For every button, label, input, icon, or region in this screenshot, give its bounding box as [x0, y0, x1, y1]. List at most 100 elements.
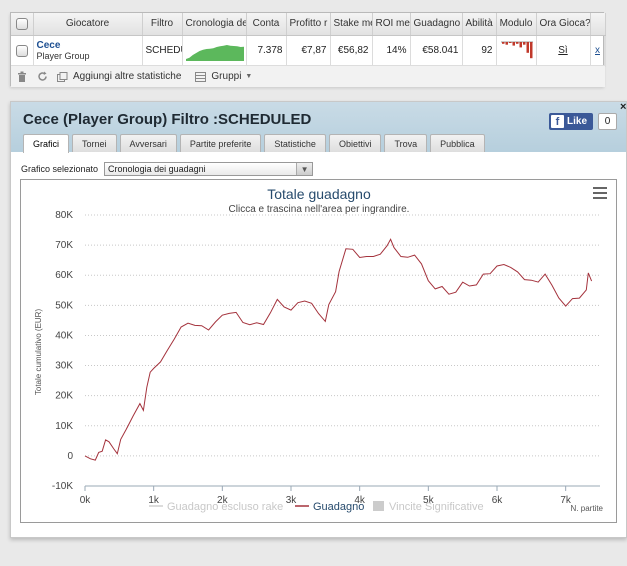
history-sparkline — [185, 44, 244, 61]
x-tick-label: 6k — [492, 495, 504, 506]
chart-selector-value: Cronologia dei guadagni — [108, 164, 206, 174]
y-tick-label: 80K — [55, 210, 73, 221]
filter-cell: SCHEDU — [142, 35, 183, 67]
roi-cell: 14% — [372, 35, 411, 67]
tab-goals[interactable]: Obiettivi — [328, 134, 382, 152]
form-cell — [496, 35, 537, 67]
groups-dropdown[interactable]: Gruppi ▼ — [193, 70, 252, 84]
ability-cell: 92 — [462, 35, 497, 67]
add-stats-label: Aggiungi altre statistiche — [73, 71, 182, 82]
tab-find[interactable]: Trova — [384, 134, 428, 152]
panel-header: Cece (Player Group) Filtro :SCHEDULED f … — [11, 101, 627, 153]
facebook-like-label: Like — [567, 116, 588, 127]
panel-title: Cece (Player Group) Filtro :SCHEDULED — [23, 111, 312, 128]
form-bar — [505, 41, 508, 45]
groups-icon — [193, 70, 207, 84]
x-tick-label: 7k — [560, 495, 572, 506]
chart-menu-icon[interactable] — [593, 187, 607, 199]
chart-selector-label: Grafico selezionato — [21, 164, 99, 174]
remove-cell: x — [590, 35, 606, 67]
row-checkbox[interactable] — [15, 44, 28, 57]
y-tick-label: 40K — [55, 330, 73, 341]
chart-selector-dropdown[interactable]: Cronologia dei guadagni ▼ — [104, 162, 314, 176]
add-stats-icon — [55, 70, 69, 84]
player-stats-table: Giocatore Filtro Cronologia de Conta Pro… — [11, 13, 606, 67]
form-chart — [500, 41, 533, 58]
tab-favourite-games[interactable]: Partite preferite — [179, 134, 262, 152]
form-bar — [519, 41, 522, 47]
header-roi[interactable]: ROI me — [372, 13, 411, 36]
winnings-chart[interactable]: Totale guadagno Clicca e trascina nell'ar… — [20, 179, 617, 523]
header-player[interactable]: Giocatore — [33, 13, 143, 36]
header-filter[interactable]: Filtro — [142, 13, 183, 36]
series-line-guadagno — [84, 238, 593, 461]
x-tick-label: 4k — [354, 495, 366, 506]
stake-cell: €56,82 — [330, 35, 373, 67]
groups-label: Gruppi — [211, 71, 242, 82]
remove-row-link[interactable]: x — [595, 45, 600, 56]
x-tick-label: 3k — [286, 495, 298, 506]
row-select-cell[interactable] — [11, 35, 34, 67]
header-winnings[interactable]: Guadagno — [410, 13, 463, 36]
player-name[interactable]: Cece — [36, 40, 61, 51]
tab-charts[interactable]: Grafici — [23, 134, 70, 153]
form-bar — [515, 41, 518, 44]
chevron-down-icon: ▼ — [245, 73, 253, 80]
y-tick-label: 30K — [55, 361, 73, 372]
y-tick-label: 10K — [55, 421, 73, 432]
legend-item: Guadagno — [313, 501, 364, 513]
plays-now-cell: Sì — [536, 35, 591, 67]
table-header-row: Giocatore Filtro Cronologia de Conta Pro… — [11, 13, 606, 36]
x-axis-label: N. partite — [571, 504, 604, 513]
y-tick-label: -10K — [52, 481, 73, 492]
tab-opponents[interactable]: Avversari — [119, 134, 177, 152]
player-detail-panel: Cece (Player Group) Filtro :SCHEDULED f … — [10, 101, 627, 538]
table-row: Cece Player Group SCHEDU 7.378 €7,87 €56… — [11, 35, 606, 67]
player-cell[interactable]: Cece Player Group — [33, 35, 143, 67]
x-tick-label: 5k — [423, 495, 435, 506]
add-stats-button[interactable]: Aggiungi altre statistiche — [55, 70, 181, 84]
y-tick-label: 0 — [67, 451, 73, 462]
player-stats-table-card: Giocatore Filtro Cronologia de Conta Pro… — [10, 12, 606, 87]
select-all-checkbox[interactable] — [15, 17, 28, 30]
facebook-like-count: 0 — [598, 113, 617, 130]
sparkline-area — [185, 44, 244, 61]
header-form[interactable]: Modulo — [496, 13, 537, 36]
chart-subtitle: Clicca e trascina nell'area per ingrandi… — [229, 204, 410, 215]
close-icon[interactable]: × — [620, 101, 627, 113]
header-count[interactable]: Conta — [246, 13, 287, 36]
stats-toolbar: Aggiungi altre statistiche Gruppi ▼ — [11, 65, 605, 87]
refresh-icon[interactable] — [35, 70, 49, 84]
trash-icon[interactable] — [15, 70, 29, 84]
chevron-down-icon: ▼ — [296, 163, 313, 175]
y-axis-label: Totale cumulativo (EUR) — [34, 309, 43, 396]
y-tick-label: 50K — [55, 300, 73, 311]
y-tick-label: 20K — [55, 391, 73, 402]
plays-now-link[interactable]: Sì — [558, 45, 568, 56]
legend-swatch — [373, 501, 384, 511]
history-sparkline-cell — [182, 35, 247, 67]
header-profit[interactable]: Profitto r — [286, 13, 331, 36]
facebook-like-button[interactable]: f Like — [549, 113, 593, 130]
form-bar — [526, 41, 529, 53]
winnings-cell: €58.041 — [410, 35, 463, 67]
tab-tournaments[interactable]: Tornei — [72, 134, 117, 152]
header-select-all[interactable] — [11, 13, 34, 36]
count-cell: 7.378 — [246, 35, 287, 67]
form-bar — [529, 41, 532, 58]
header-stake[interactable]: Stake me — [330, 13, 373, 36]
player-group: Player Group — [36, 51, 90, 61]
legend-item: Guadagno escluso rake — [167, 501, 283, 513]
tab-statistics[interactable]: Statistiche — [264, 134, 326, 152]
profit-cell: €7,87 — [286, 35, 331, 67]
legend-item: Vincite Significative — [389, 501, 484, 513]
form-bar — [512, 41, 515, 46]
facebook-icon: f — [551, 115, 564, 128]
header-ability[interactable]: Abilità — [462, 13, 497, 36]
header-history[interactable]: Cronologia de — [182, 13, 247, 36]
form-bar — [508, 41, 511, 43]
header-plays-now[interactable]: Ora Gioca? — [536, 13, 591, 36]
winnings-chart-svg[interactable]: Totale guadagno Clicca e trascina nell'ar… — [21, 180, 618, 524]
y-tick-label: 60K — [55, 270, 73, 281]
tab-publish[interactable]: Pubblica — [430, 134, 485, 152]
